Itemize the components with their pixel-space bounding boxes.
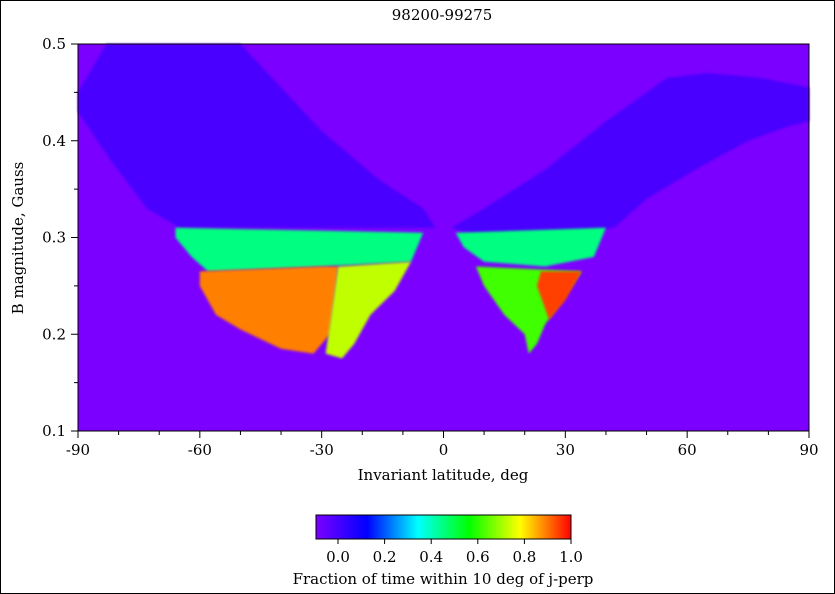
plot-area	[77, 43, 810, 432]
colorbar-tick-label: 0.8	[512, 548, 536, 566]
x-axis-label: Invariant latitude, deg	[358, 466, 529, 484]
colorbar-ticks: 0.0 0.2 0.4 0.6 0.8 1.0	[326, 539, 583, 566]
x-tick-label: 0	[439, 441, 449, 459]
y-tick-label: 0.5	[42, 35, 66, 53]
colorbar-tick-label: 0.6	[466, 548, 490, 566]
colorbar: 0.0 0.2 0.4 0.6 0.8 1.0 Fraction of time with…	[293, 514, 594, 588]
y-tick-label: 0.3	[42, 229, 66, 247]
colorbar-label: Fraction of time within 10 deg of j-perp	[293, 570, 594, 588]
region-1	[451, 73, 809, 238]
x-axis: -90 -60 -30 0 30 60 90	[66, 431, 819, 459]
y-tick-label: 0.4	[42, 132, 66, 150]
colorbar-tick-label: 0.2	[373, 548, 397, 566]
colorbar-tick-label: 1.0	[559, 548, 583, 566]
y-axis: 0.1 0.2 0.3 0.4 0.5	[42, 35, 78, 440]
colorbar-bar	[315, 514, 572, 540]
x-tick-label: -60	[188, 441, 212, 459]
x-tick-label: 60	[678, 441, 697, 459]
x-tick-label: 90	[799, 441, 818, 459]
region-0	[78, 44, 436, 228]
region-5	[455, 227, 606, 267]
region-3	[199, 266, 338, 354]
x-tick-label: -90	[66, 441, 90, 459]
colorbar-tick-label: 0.0	[326, 548, 350, 566]
y-axis-label: B magnitude, Gauss	[9, 162, 27, 315]
region-4	[325, 261, 411, 359]
regions-layer	[78, 44, 809, 359]
x-tick-label: -30	[310, 441, 334, 459]
chart-title: 98200-99275	[392, 6, 493, 24]
colorbar-tick-label: 0.4	[419, 548, 443, 566]
x-tick-label: 30	[556, 441, 575, 459]
y-tick-label: 0.2	[42, 325, 66, 343]
region-7	[536, 271, 582, 320]
y-tick-label: 0.1	[42, 422, 66, 440]
region-2	[175, 227, 424, 272]
